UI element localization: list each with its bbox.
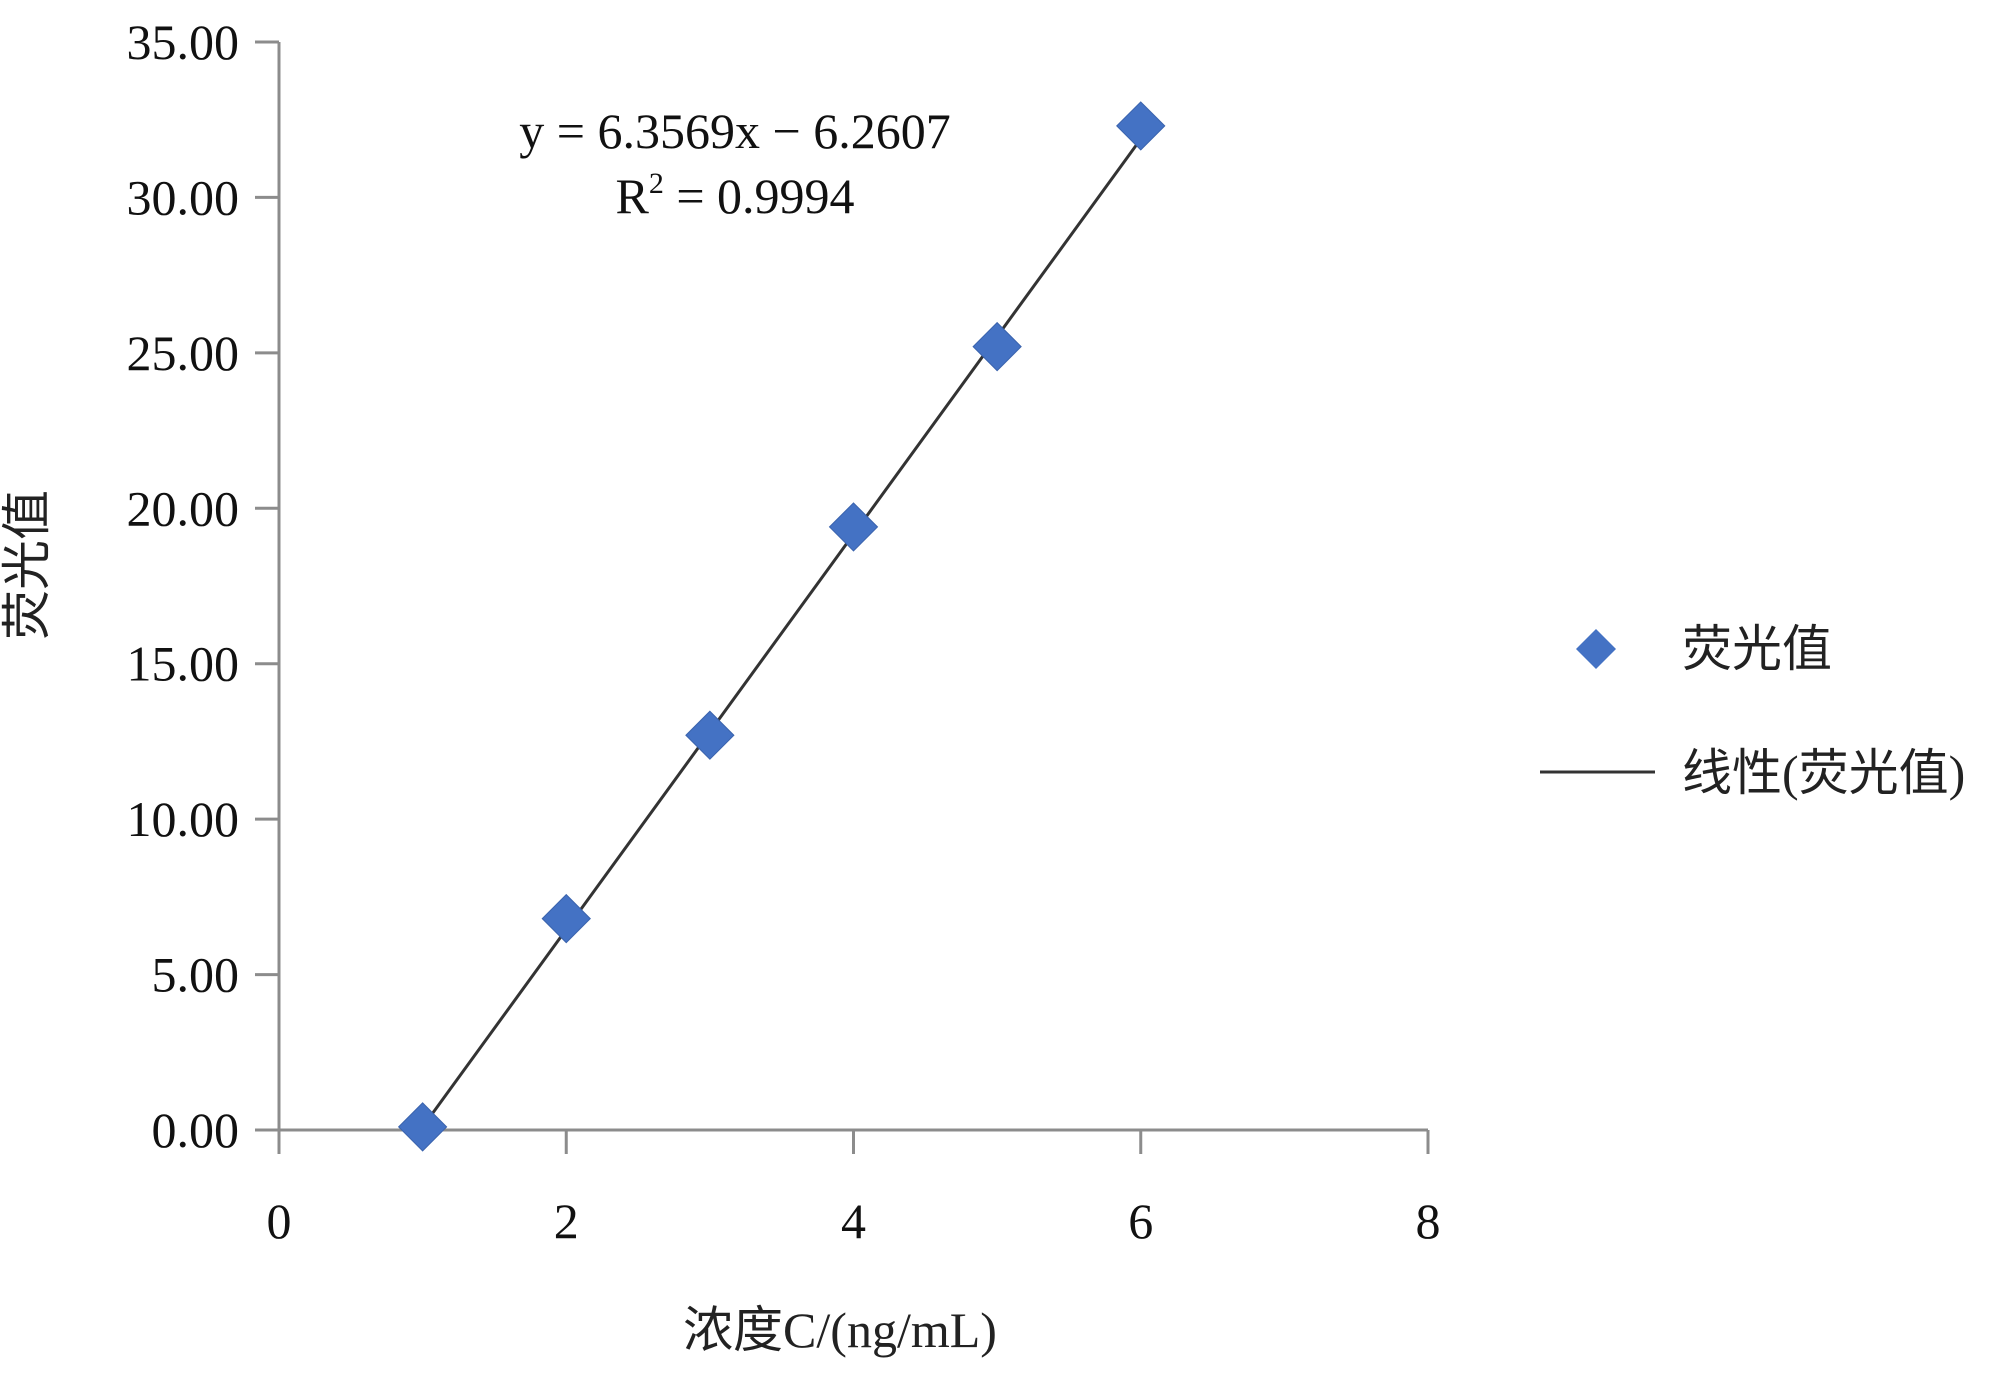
r-squared-label: R2 = 0.9994 <box>615 167 854 224</box>
x-tick-label: 0 <box>267 1193 292 1249</box>
data-point-diamond <box>972 321 1022 372</box>
r2-superscript: 2 <box>649 167 664 200</box>
r2-letter: R <box>615 168 649 224</box>
y-ticks: 0.00 5.00 10.00 15.00 20.00 25.00 30.00 35.00 <box>127 14 279 1158</box>
x-tick-label: 6 <box>1128 1193 1153 1249</box>
data-point-diamond <box>1116 101 1166 151</box>
equation-group: y = 6.3569x − 6.2607 R2 = 0.9994 <box>519 103 950 224</box>
x-ticks: 0 2 4 6 8 <box>267 1130 1441 1249</box>
y-tick-label: 20.00 <box>127 480 240 536</box>
trendline <box>421 138 1142 1128</box>
legend-diamond-marker <box>1576 629 1616 669</box>
y-tick-label: 30.00 <box>127 169 240 225</box>
x-axis-title: 浓度C/(ng/mL) <box>683 1302 997 1358</box>
data-point-diamond <box>397 1102 448 1152</box>
trendline-equation: y = 6.3569x − 6.2607 <box>519 103 950 159</box>
y-tick-label: 0.00 <box>152 1102 240 1158</box>
legend-series-label: 荧光值 <box>1682 621 1832 677</box>
x-tick-label: 4 <box>841 1193 866 1249</box>
y-axis-title: 荧光值 <box>0 490 55 640</box>
y-tick-label: 25.00 <box>127 325 240 381</box>
x-tick-label: 2 <box>554 1193 579 1249</box>
data-point-diamond <box>541 893 591 944</box>
r2-value: = 0.9994 <box>664 168 855 224</box>
y-tick-label: 5.00 <box>152 947 240 1003</box>
legend-item-series: 荧光值 <box>1576 621 1832 677</box>
y-tick-label: 15.00 <box>127 636 240 692</box>
y-tick-label: 10.00 <box>127 791 240 847</box>
data-point-diamond <box>828 502 879 552</box>
y-tick-label: 35.00 <box>127 14 240 70</box>
axes <box>255 42 1428 1154</box>
legend: 荧光值 线性(荧光值) <box>1540 621 1965 801</box>
legend-item-trendline: 线性(荧光值) <box>1540 745 1965 801</box>
data-points <box>397 101 1166 1152</box>
trendline-group <box>421 138 1142 1128</box>
data-point-diamond <box>685 710 735 760</box>
legend-trendline-label: 线性(荧光值) <box>1682 745 1965 801</box>
x-tick-label: 8 <box>1416 1193 1441 1249</box>
